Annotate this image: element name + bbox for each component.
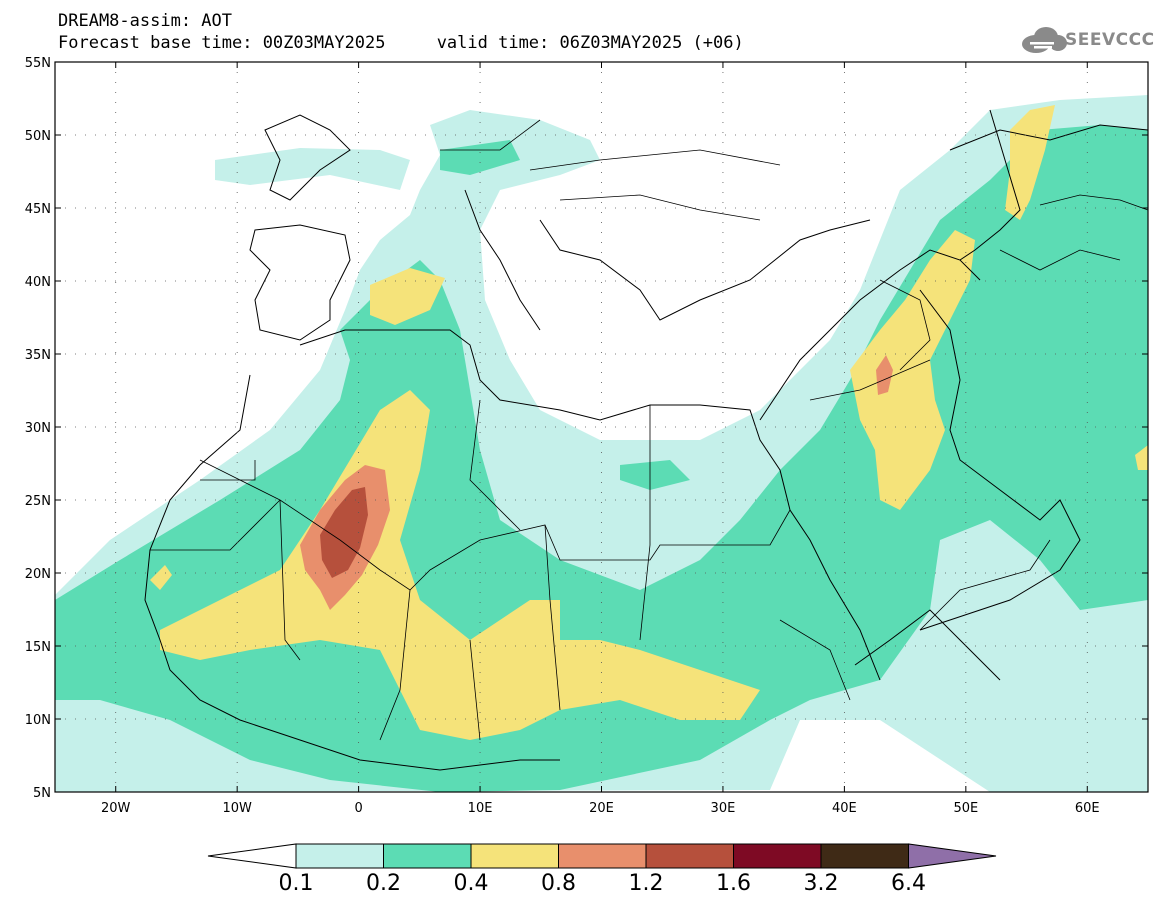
colorbar-segment xyxy=(470,843,559,869)
lon-tick-label: 30E xyxy=(711,801,736,816)
colorbar-level-label: 0.8 xyxy=(541,871,576,896)
lat-tick-label: 30N xyxy=(25,421,51,436)
lat-tick-label: 5N xyxy=(33,786,51,801)
forecast-time-line: Forecast base time: 00Z03MAY2025 valid t… xyxy=(58,33,744,53)
lon-tick-label: 10W xyxy=(222,801,252,816)
lat-tick-label: 45N xyxy=(25,202,51,217)
lon-tick-label: 60E xyxy=(1075,801,1100,816)
lat-tick-label: 40N xyxy=(25,275,51,290)
colorbar-segment xyxy=(383,843,472,869)
country-borders xyxy=(150,119,1148,741)
colorbar-level-label: 0.2 xyxy=(366,871,401,896)
lon-tick-label: 40E xyxy=(832,801,857,816)
colorbar: 0.1 0.2 0.4 0.8 1.2 1.6 3.2 6.4 xyxy=(207,843,997,896)
lat-tick-label: 20N xyxy=(25,567,51,582)
aot-contours xyxy=(55,95,1148,792)
lat-tick-label: 35N xyxy=(25,348,51,363)
colorbar-level-label: 3.2 xyxy=(804,871,839,896)
colorbar-segment xyxy=(295,843,384,869)
colorbar-level-label: 0.1 xyxy=(279,871,314,896)
cloud-icon xyxy=(1022,27,1067,53)
lat-tick-label: 10N xyxy=(25,713,51,728)
lon-tick-label: 0 xyxy=(354,801,362,816)
lon-tick-label: 20W xyxy=(101,801,131,816)
colorbar-level-label: 1.6 xyxy=(716,871,751,896)
colorbar-overflow-arrow xyxy=(908,843,997,869)
lat-tick-label: 25N xyxy=(25,494,51,509)
colorbar-level-label: 6.4 xyxy=(891,871,926,896)
logo-text: SEEVCCC xyxy=(1065,30,1155,50)
colorbar-level-label: 1.2 xyxy=(629,871,664,896)
lat-tick-label: 55N xyxy=(25,56,51,71)
colorbar-segment xyxy=(733,843,822,869)
lon-tick-label: 10E xyxy=(468,801,493,816)
colorbar-underflow-arrow xyxy=(207,843,297,869)
colorbar-level-label: 0.4 xyxy=(454,871,489,896)
graticule xyxy=(55,62,1148,792)
title-line: DREAM8-assim: AOT xyxy=(58,11,232,31)
lat-tick-label: 15N xyxy=(25,640,51,655)
lon-tick-label: 50E xyxy=(953,801,978,816)
colorbar-segment xyxy=(558,843,647,869)
lat-tick-label: 50N xyxy=(25,129,51,144)
colorbar-segment xyxy=(820,843,909,869)
axis-ticks: 55N 50N 45N 40N 35N 30N 25N 20N 15N 10N 5N 20W 10W 0 1… xyxy=(25,56,1148,816)
colorbar-segment xyxy=(645,843,734,869)
lon-tick-label: 20E xyxy=(589,801,614,816)
